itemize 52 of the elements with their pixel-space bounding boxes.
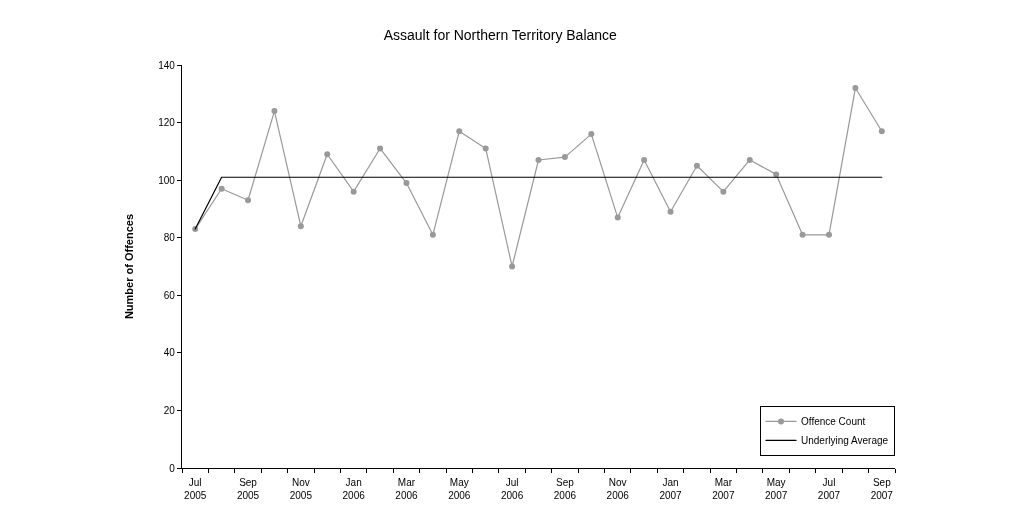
point (852, 85, 859, 92)
x-tick-label: Jul 2006 (500, 477, 524, 502)
x-tick-label: May 2007 (765, 477, 788, 502)
point (535, 156, 542, 163)
y-tick-label: 20 (163, 404, 176, 416)
point (720, 188, 727, 195)
x-tick-label: Jul 2007 (817, 477, 841, 502)
y-tick-label: 60 (163, 289, 176, 301)
point (561, 154, 568, 161)
x-tick-label: Mar 2006 (395, 477, 419, 502)
x-tick-label: Jan 2006 (342, 477, 366, 502)
point (324, 151, 331, 158)
legend-label: Offence Count (801, 416, 866, 428)
point (429, 231, 436, 238)
point (825, 231, 832, 238)
x-tick-label: Nov 2006 (606, 477, 630, 502)
point (403, 180, 410, 187)
x-tick-label: Jan 2007 (659, 477, 683, 502)
point (799, 231, 806, 238)
x-tick-label: Sep 2007 (870, 477, 894, 502)
point (377, 145, 384, 152)
y-tick-label: 0 (169, 462, 176, 474)
point (773, 171, 780, 178)
x-tick-label: Sep 2006 (553, 477, 577, 502)
y-tick-label: 140 (158, 59, 176, 71)
x-tick-label: Jul 2005 (184, 477, 207, 502)
y-axis-title: Number of Offences (122, 213, 135, 320)
point (482, 145, 489, 152)
x-tick-label: May 2006 (448, 477, 471, 502)
point (245, 197, 252, 204)
y-tick-label: 120 (158, 117, 176, 129)
chart-title: Assault for Northern Territory Balance (383, 26, 618, 43)
point (641, 156, 648, 163)
point (667, 208, 674, 215)
point (588, 131, 595, 138)
point (693, 162, 700, 169)
point (746, 156, 753, 163)
x-tick-label: Nov 2005 (289, 477, 313, 502)
point (271, 108, 278, 115)
point (350, 188, 357, 195)
legend-label: Underlying Average (801, 435, 889, 447)
x-tick-label: Sep 2005 (236, 477, 260, 502)
point (297, 223, 304, 230)
y-tick-label: 40 (163, 347, 176, 359)
point (614, 214, 621, 221)
point (878, 128, 885, 135)
y-tick-label: 80 (163, 232, 176, 244)
point (218, 185, 225, 192)
y-tick-label: 100 (158, 174, 176, 186)
point (509, 263, 516, 270)
x-tick-label: Mar 2007 (712, 477, 735, 502)
point (456, 128, 463, 135)
